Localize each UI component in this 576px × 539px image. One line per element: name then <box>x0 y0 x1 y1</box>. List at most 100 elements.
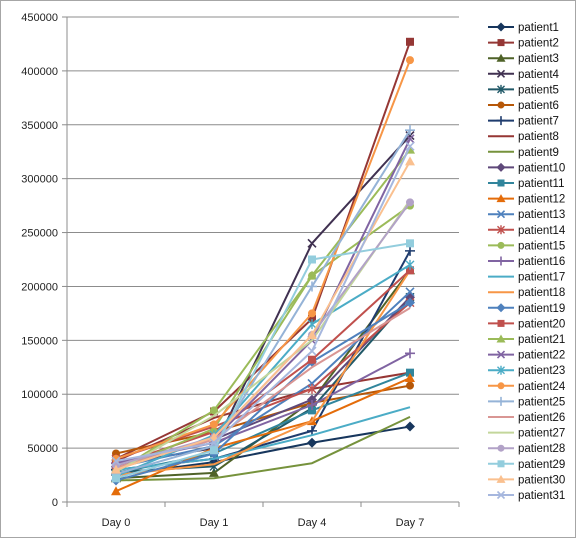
y-tick-label: 0 <box>52 497 58 509</box>
data-point <box>496 334 506 343</box>
legend-entry: patient11 <box>488 178 564 190</box>
legend-entry: patient31 <box>488 490 565 502</box>
data-point <box>406 56 414 65</box>
series-line <box>115 415 411 482</box>
data-point <box>405 373 415 383</box>
legend-label: patient7 <box>518 116 559 128</box>
legend-label: patient11 <box>518 178 564 190</box>
data-point <box>496 256 506 266</box>
data-point <box>111 456 121 466</box>
data-point <box>210 420 218 429</box>
data-point <box>308 406 316 415</box>
data-point <box>308 255 316 264</box>
data-point <box>497 179 505 187</box>
legend-entry: patient19 <box>488 303 565 315</box>
data-point <box>497 101 505 109</box>
data-point <box>405 259 415 270</box>
y-tick-label: 300000 <box>21 174 58 186</box>
series-line <box>115 148 411 471</box>
y-tick-label: 400000 <box>21 66 58 78</box>
legend-entry: patient20 <box>488 318 565 330</box>
legend-entry: patient28 <box>488 443 565 455</box>
legend-label: patient26 <box>518 412 565 424</box>
y-tick-label: 50000 <box>27 443 58 455</box>
legend-entry: patient30 <box>488 474 565 486</box>
legend-entry: patient16 <box>488 256 565 268</box>
data-point <box>496 116 506 126</box>
legend-entry: patient14 <box>488 225 566 237</box>
data-point <box>496 162 506 172</box>
y-tick-label: 350000 <box>21 120 58 132</box>
legend-entry: patient17 <box>488 272 565 284</box>
legend-entry: patient24 <box>488 381 566 393</box>
data-point <box>496 22 506 32</box>
legend-label: patient29 <box>518 459 565 471</box>
legend-entry: patient10 <box>488 162 565 174</box>
legend-label: patient25 <box>518 396 565 408</box>
data-point <box>210 446 218 455</box>
legend-label: patient1 <box>518 22 559 34</box>
data-point <box>210 406 218 415</box>
data-point <box>497 319 505 327</box>
data-point <box>307 394 317 405</box>
data-point <box>308 309 316 318</box>
legend-entry: patient5 <box>488 84 559 96</box>
series-patient18 <box>115 269 411 477</box>
data-point <box>496 303 506 313</box>
legend-entry: patient27 <box>488 428 565 440</box>
data-point <box>405 125 415 136</box>
data-point <box>496 350 506 359</box>
legend-label: patient15 <box>518 240 565 252</box>
legend-entry: patient12 <box>488 194 565 206</box>
legend-label: patient30 <box>518 474 565 486</box>
data-point <box>497 444 505 452</box>
series-line <box>115 129 411 475</box>
legend-label: patient16 <box>518 256 565 268</box>
x-tick-label: Day 0 <box>102 517 131 529</box>
series-patient31 <box>111 141 415 466</box>
data-point <box>497 382 505 390</box>
series-line <box>115 59 411 460</box>
data-point <box>209 438 219 448</box>
legend-entry: patient26 <box>488 412 565 424</box>
data-point <box>497 460 505 468</box>
data-point <box>308 355 316 364</box>
legend-label: patient19 <box>518 303 565 315</box>
data-point <box>111 486 121 496</box>
series-line <box>115 264 411 478</box>
data-point <box>406 37 414 46</box>
data-point <box>405 348 415 359</box>
series-line <box>115 371 411 474</box>
data-point <box>307 329 317 339</box>
legend-label: patient3 <box>518 53 559 65</box>
legend-entry: patient29 <box>488 459 565 471</box>
series-patient9 <box>115 415 411 482</box>
data-point <box>497 225 505 235</box>
data-point <box>307 346 317 356</box>
data-point <box>496 490 506 500</box>
legend-label: patient6 <box>518 100 559 112</box>
legend-label: patient8 <box>518 131 559 143</box>
data-point <box>496 53 506 62</box>
legend-label: patient12 <box>518 194 565 206</box>
data-point <box>307 319 317 330</box>
data-point <box>307 270 317 280</box>
data-point <box>111 464 121 474</box>
legend-label: patient2 <box>518 38 559 50</box>
legend-entry: patient23 <box>488 365 565 377</box>
axes: 0 50000 100000 150000 200000 250000 300000 3500… <box>21 12 460 529</box>
data-point <box>406 198 414 207</box>
legend-entry: patient6 <box>488 100 559 112</box>
data-point <box>307 281 317 292</box>
data-point <box>307 437 317 448</box>
series-line <box>115 269 411 477</box>
data-point <box>497 84 505 94</box>
data-point <box>406 368 414 377</box>
data-point <box>497 241 505 249</box>
data-point <box>405 156 415 166</box>
legend-entry: patient9 <box>488 147 559 159</box>
data-point <box>405 287 415 297</box>
legend-entry: patient3 <box>488 53 559 65</box>
data-point <box>405 141 415 151</box>
